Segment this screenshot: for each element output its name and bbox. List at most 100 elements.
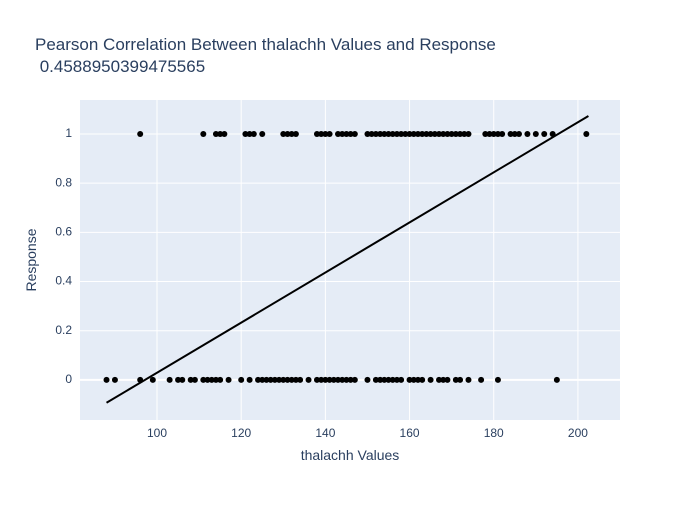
point [423,130,430,137]
point [330,376,337,383]
point [465,130,472,137]
point [187,376,194,383]
point [402,130,409,137]
point [381,376,388,383]
point [137,130,144,137]
point [444,376,451,383]
point [410,130,417,137]
point [267,376,274,383]
point [427,376,434,383]
x-tick-label: 140 [315,426,335,440]
x-tick-label: 120 [231,426,251,440]
point [212,130,219,137]
point [440,376,447,383]
point [553,376,560,383]
point [490,130,497,137]
point [200,130,207,137]
point [385,376,392,383]
point [583,130,590,137]
point [284,376,291,383]
plot-area [80,100,620,420]
point [377,376,384,383]
point [511,130,518,137]
point [284,130,291,137]
y-tick-label: 0.2 [55,323,72,337]
point [364,376,371,383]
x-tick-label: 180 [484,426,504,440]
point [242,130,249,137]
point [406,130,413,137]
point [368,130,375,137]
point [276,376,283,383]
point [339,376,346,383]
point [486,130,493,137]
point [372,130,379,137]
point [448,130,455,137]
point [326,130,333,137]
point [524,130,531,137]
point [305,376,312,383]
point [221,130,228,137]
point [238,376,245,383]
point [208,376,215,383]
point [377,130,384,137]
x-tick-label: 200 [568,426,588,440]
point [322,376,329,383]
point [393,130,400,137]
point [212,376,219,383]
point [436,130,443,137]
point [419,376,426,383]
point [452,130,459,137]
point [515,130,522,137]
point [347,376,354,383]
y-axis-title: Response [23,228,39,291]
point [288,130,295,137]
point [414,376,421,383]
point [259,130,266,137]
point [255,376,262,383]
regression-line [106,115,589,404]
point [457,130,464,137]
point [259,376,266,383]
point [410,376,417,383]
point [398,376,405,383]
point [175,376,182,383]
point [507,130,514,137]
point [292,130,299,137]
x-axis-title: thalachh Values [301,447,400,463]
point [482,130,489,137]
point [246,130,253,137]
x-tick-label: 100 [147,426,167,440]
point [419,130,426,137]
chart-subtitle: 0.4588950399475565 [35,57,205,76]
point [335,376,342,383]
point [406,376,413,383]
y-tick-label: 0.4 [55,274,72,288]
chart-title: Pearson Correlation Between thalachh Val… [35,35,496,54]
point [322,130,329,137]
point [204,376,211,383]
point [166,376,173,383]
point [280,376,287,383]
point [436,376,443,383]
point [372,376,379,383]
y-tick-label: 0.8 [55,175,72,189]
point [318,376,325,383]
point [217,376,224,383]
point [444,130,451,137]
point [385,130,392,137]
point [398,130,405,137]
x-tick-label: 160 [400,426,420,440]
point [461,130,468,137]
point [313,130,320,137]
point [343,376,350,383]
point [339,130,346,137]
point [217,130,224,137]
point [431,130,438,137]
point [440,130,447,137]
point [499,130,506,137]
point [532,130,539,137]
point [541,130,548,137]
point [457,376,464,383]
